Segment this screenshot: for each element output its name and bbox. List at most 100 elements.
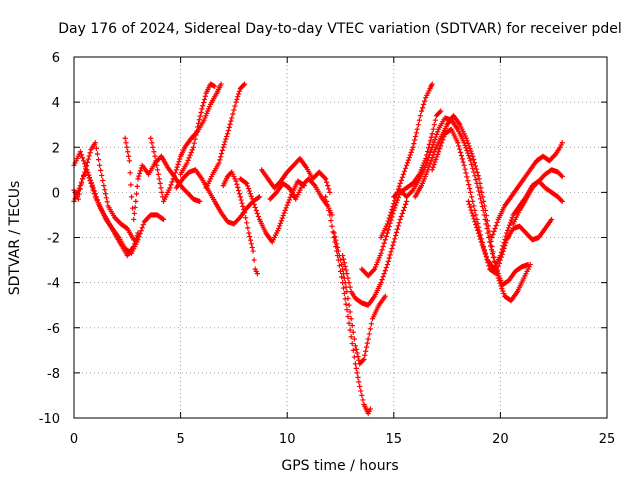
data-point [385,227,391,233]
data-point [139,225,145,231]
data-point [384,261,391,268]
data-point [499,246,505,252]
data-point [485,223,491,229]
data-point [155,171,162,177]
data-point [507,220,514,226]
data-point [405,157,412,163]
data-point [476,176,482,182]
data-point [218,154,224,160]
series-arc-23 [510,167,565,227]
data-point [85,169,91,176]
data-point [235,187,242,194]
data-point [467,158,474,164]
data-point [433,156,439,163]
data-point [428,134,434,140]
data-point [425,157,431,163]
data-point [429,131,435,137]
x-tick-labels: 0 5 10 15 20 25 [70,432,615,447]
data-point [245,225,251,231]
data-point [364,340,370,346]
data-point [241,210,248,216]
series-arc-14 [331,230,388,367]
data-point [464,174,470,180]
plot-frame [73,56,608,419]
data-point [431,162,437,168]
data-point [340,252,346,259]
data-point [347,309,353,315]
data-point [99,172,105,179]
data-point [125,153,132,159]
data-point [95,157,102,163]
data-point [102,187,108,193]
data-point [133,198,139,204]
data-point [280,212,286,219]
data-point [439,140,445,146]
data-point [85,172,92,178]
data-point [381,240,387,246]
data-point [492,270,498,276]
data-point [227,121,233,127]
data-point [357,383,363,390]
data-point [383,233,389,239]
data-point [218,81,224,87]
data-point [492,225,498,232]
data-point [458,153,465,159]
data-point [222,139,228,145]
data-point [548,216,555,223]
data-point [497,252,503,259]
data-point [558,172,564,179]
data-point [438,108,444,114]
data-point [470,156,477,163]
data-point [330,229,336,235]
data-point [481,198,487,204]
data-point [559,140,565,146]
data-point [417,113,424,119]
data-point [410,144,416,150]
data-point [150,144,156,150]
data-point [480,245,486,251]
data-point [508,217,514,223]
series-arc-22 [489,140,565,241]
data-point [456,146,463,152]
data-point [346,302,352,308]
y-tick-label: -8 [47,367,60,382]
data-point [326,207,332,214]
data-point [170,176,176,182]
gridlines [74,57,607,418]
data-point [237,194,243,200]
data-point [430,152,436,158]
data-point [322,194,329,200]
data-point [435,129,441,135]
data-point [86,153,92,159]
data-point [322,175,328,181]
data-point [324,198,330,204]
data-point [243,215,249,221]
data-point [216,160,222,166]
data-point [474,169,480,175]
data-point [343,267,349,273]
data-point [278,218,285,224]
data-point [481,248,488,254]
data-point [387,212,393,218]
data-point [467,185,473,192]
x-tick-label: 5 [176,432,184,447]
data-point [131,216,137,223]
data-point [429,144,435,150]
data-point [476,233,482,239]
data-point [247,233,253,240]
data-point [151,149,157,155]
data-point [380,274,386,280]
y-tick-label: -10 [39,412,60,427]
data-point [344,307,350,313]
data-point [427,161,433,167]
data-point [464,138,470,144]
data-point [388,249,394,255]
data-point [413,130,419,136]
data-point [462,166,468,172]
y-tick-label: 2 [52,141,60,156]
data-point [478,239,484,245]
data-point [201,99,207,106]
data-point [500,243,506,249]
data-point [94,151,101,157]
data-point [131,241,138,247]
